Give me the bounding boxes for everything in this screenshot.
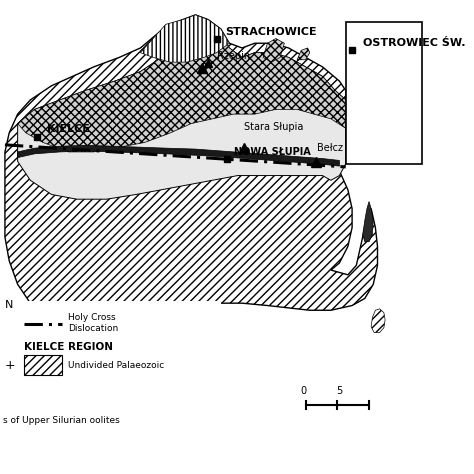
Text: Rzepin: Rzepin xyxy=(217,51,250,61)
Bar xyxy=(0,301,221,436)
Text: 5: 5 xyxy=(336,386,343,396)
Text: Stara Słupia: Stara Słupia xyxy=(244,122,303,132)
Text: N: N xyxy=(5,300,13,310)
Text: Undivided Palaeozoic: Undivided Palaeozoic xyxy=(68,361,164,370)
Text: s of Upper Silurian oolites: s of Upper Silurian oolites xyxy=(3,416,119,425)
Polygon shape xyxy=(263,38,284,62)
Text: STRACHOWICE: STRACHOWICE xyxy=(225,27,317,37)
Text: NOWA SŁUPIA: NOWA SŁUPIA xyxy=(234,146,310,156)
Text: KIELCE: KIELCE xyxy=(47,125,90,135)
Polygon shape xyxy=(5,15,377,313)
Text: OSTROWIEC ŚW.: OSTROWIEC ŚW. xyxy=(363,38,465,48)
Text: +: + xyxy=(5,359,16,372)
Polygon shape xyxy=(363,201,373,242)
Polygon shape xyxy=(297,48,310,60)
Polygon shape xyxy=(18,146,339,166)
Polygon shape xyxy=(140,15,229,62)
Bar xyxy=(346,22,422,164)
Polygon shape xyxy=(185,322,198,337)
Polygon shape xyxy=(371,309,385,332)
Text: Bełcz: Bełcz xyxy=(318,143,343,154)
Polygon shape xyxy=(18,24,346,199)
Polygon shape xyxy=(18,24,346,152)
Text: Holy Cross
Dislocation: Holy Cross Dislocation xyxy=(68,313,118,333)
Text: KIELCE REGION: KIELCE REGION xyxy=(24,342,113,352)
Text: 0: 0 xyxy=(301,386,307,396)
Bar xyxy=(24,355,62,375)
